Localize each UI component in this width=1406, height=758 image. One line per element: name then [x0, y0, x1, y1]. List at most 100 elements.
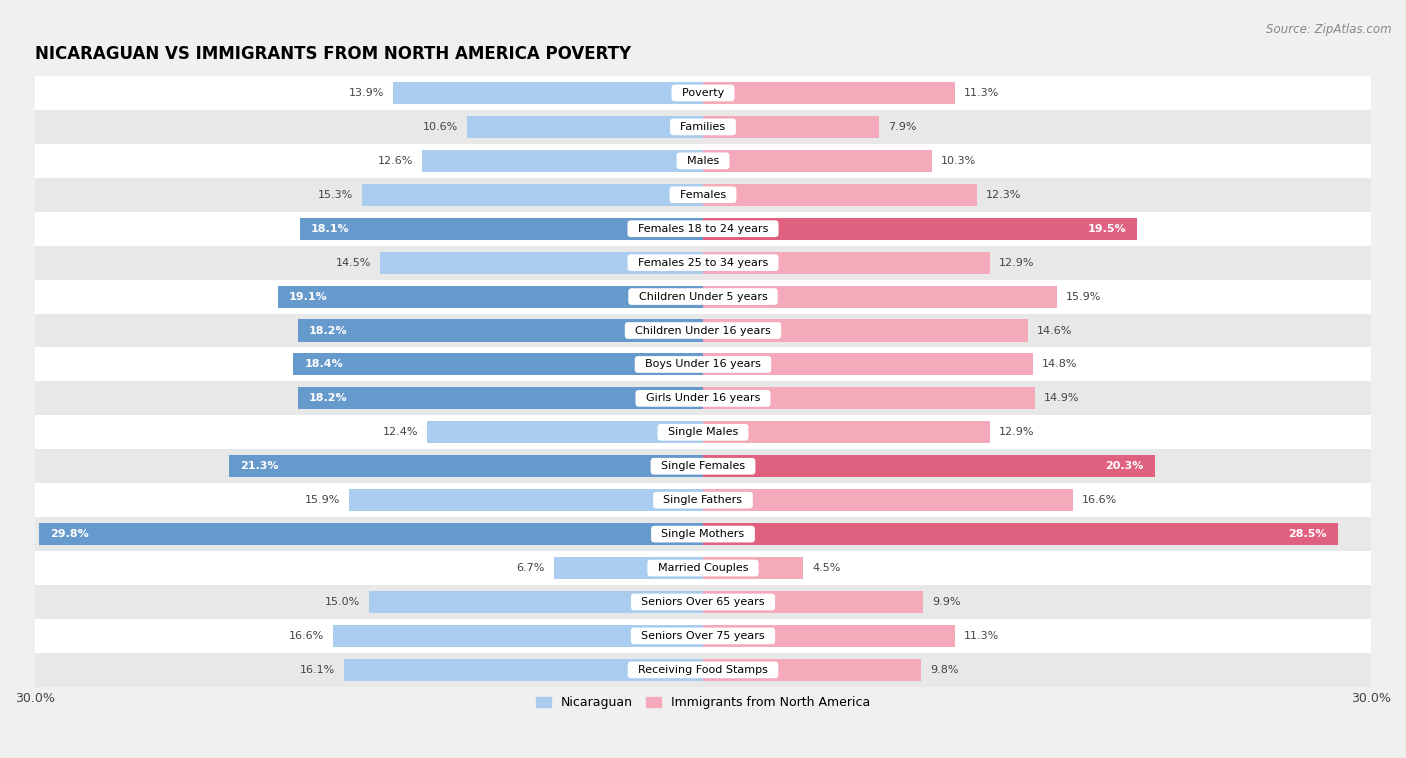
Bar	[703, 523, 1337, 545]
Bar	[368, 591, 703, 613]
Text: 12.6%: 12.6%	[378, 156, 413, 166]
Text: Girls Under 16 years: Girls Under 16 years	[638, 393, 768, 403]
Text: Single Mothers: Single Mothers	[654, 529, 752, 539]
Text: Children Under 16 years: Children Under 16 years	[628, 325, 778, 336]
Bar	[703, 183, 977, 205]
Text: 28.5%: 28.5%	[1288, 529, 1326, 539]
Text: 11.3%: 11.3%	[963, 631, 998, 641]
Text: Source: ZipAtlas.com: Source: ZipAtlas.com	[1267, 23, 1392, 36]
Bar	[35, 280, 1371, 314]
Bar	[35, 415, 1371, 449]
Bar	[467, 116, 703, 138]
Text: 18.2%: 18.2%	[309, 393, 347, 403]
Text: 14.9%: 14.9%	[1043, 393, 1080, 403]
Text: 15.0%: 15.0%	[325, 597, 360, 607]
Text: Males: Males	[681, 156, 725, 166]
Text: 14.6%: 14.6%	[1038, 325, 1073, 336]
Bar	[35, 551, 1371, 585]
Bar	[380, 252, 703, 274]
Text: 15.9%: 15.9%	[1066, 292, 1101, 302]
Text: 15.3%: 15.3%	[318, 190, 353, 200]
Bar	[35, 381, 1371, 415]
Bar	[703, 353, 1032, 375]
Text: Single Males: Single Males	[661, 428, 745, 437]
Text: 16.6%: 16.6%	[290, 631, 325, 641]
Bar	[39, 523, 703, 545]
Bar	[35, 653, 1371, 687]
Text: 12.9%: 12.9%	[1000, 258, 1035, 268]
Bar	[35, 585, 1371, 619]
Text: 20.3%: 20.3%	[1105, 462, 1144, 471]
Bar	[394, 82, 703, 104]
Text: 19.1%: 19.1%	[288, 292, 328, 302]
Bar	[703, 421, 990, 443]
Bar	[35, 347, 1371, 381]
Text: 18.2%: 18.2%	[309, 325, 347, 336]
Text: Boys Under 16 years: Boys Under 16 years	[638, 359, 768, 369]
Bar	[703, 286, 1057, 308]
Bar	[35, 449, 1371, 483]
Text: Females 18 to 24 years: Females 18 to 24 years	[631, 224, 775, 233]
Bar	[703, 659, 921, 681]
Text: Seniors Over 65 years: Seniors Over 65 years	[634, 597, 772, 607]
Bar	[703, 557, 803, 579]
Bar	[35, 76, 1371, 110]
Bar	[344, 659, 703, 681]
Text: Receiving Food Stamps: Receiving Food Stamps	[631, 665, 775, 675]
Bar	[229, 456, 703, 478]
Bar	[703, 456, 1156, 478]
Text: 29.8%: 29.8%	[51, 529, 89, 539]
Text: 10.3%: 10.3%	[941, 156, 977, 166]
Bar	[349, 489, 703, 511]
Text: 12.3%: 12.3%	[986, 190, 1021, 200]
Bar	[703, 387, 1035, 409]
Bar	[363, 183, 703, 205]
Bar	[703, 218, 1137, 240]
Text: 6.7%: 6.7%	[516, 563, 546, 573]
Bar	[703, 116, 879, 138]
Text: 11.3%: 11.3%	[963, 88, 998, 98]
Bar	[298, 319, 703, 342]
Bar	[35, 246, 1371, 280]
Bar	[703, 150, 932, 172]
Bar	[35, 517, 1371, 551]
Text: 12.4%: 12.4%	[382, 428, 418, 437]
Bar	[35, 314, 1371, 347]
Text: 9.8%: 9.8%	[931, 665, 959, 675]
Text: 14.8%: 14.8%	[1042, 359, 1077, 369]
Bar	[35, 483, 1371, 517]
Bar	[35, 619, 1371, 653]
Bar	[35, 211, 1371, 246]
Text: 12.9%: 12.9%	[1000, 428, 1035, 437]
Bar	[703, 591, 924, 613]
Bar	[277, 286, 703, 308]
Text: 7.9%: 7.9%	[887, 122, 917, 132]
Text: Females: Females	[673, 190, 733, 200]
Text: 10.6%: 10.6%	[423, 122, 458, 132]
Text: 16.1%: 16.1%	[301, 665, 336, 675]
Bar	[427, 421, 703, 443]
Bar	[35, 144, 1371, 178]
Text: 16.6%: 16.6%	[1081, 495, 1116, 505]
Text: 18.1%: 18.1%	[311, 224, 350, 233]
Text: 4.5%: 4.5%	[813, 563, 841, 573]
Text: Females 25 to 34 years: Females 25 to 34 years	[631, 258, 775, 268]
Legend: Nicaraguan, Immigrants from North America: Nicaraguan, Immigrants from North Americ…	[531, 691, 875, 714]
Bar	[422, 150, 703, 172]
Text: 15.9%: 15.9%	[305, 495, 340, 505]
Bar	[703, 489, 1073, 511]
Bar	[294, 353, 703, 375]
Bar	[298, 387, 703, 409]
Text: 18.4%: 18.4%	[304, 359, 343, 369]
Text: Single Females: Single Females	[654, 462, 752, 471]
Text: 19.5%: 19.5%	[1087, 224, 1126, 233]
Text: Children Under 5 years: Children Under 5 years	[631, 292, 775, 302]
Bar	[703, 252, 990, 274]
Bar	[703, 625, 955, 647]
Text: NICARAGUAN VS IMMIGRANTS FROM NORTH AMERICA POVERTY: NICARAGUAN VS IMMIGRANTS FROM NORTH AMER…	[35, 45, 631, 64]
Bar	[35, 178, 1371, 211]
Text: Single Fathers: Single Fathers	[657, 495, 749, 505]
Bar	[703, 82, 955, 104]
Text: 9.9%: 9.9%	[932, 597, 960, 607]
Bar	[703, 319, 1028, 342]
